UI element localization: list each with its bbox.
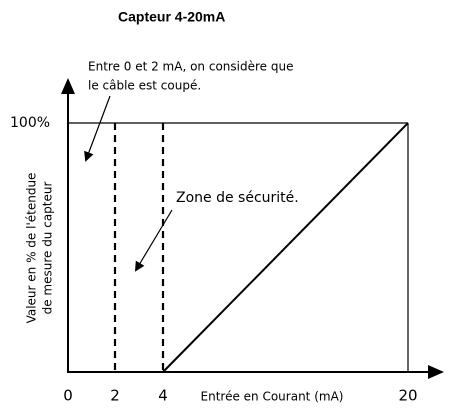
y-axis-label-line: Valeur en % de l'étendue (25, 173, 39, 324)
y-axis-label-line: de mesure du capteur (41, 182, 55, 315)
x-axis-label: Entrée en Courant (mA) (201, 390, 344, 404)
x-tick-label: 4 (158, 387, 168, 405)
title: Capteur 4-20mA (118, 9, 225, 25)
response-line (162, 122, 409, 373)
y-axis-label: Valeur en % de l'étendue de mesure du ca… (25, 173, 55, 324)
pointer-arrow (84, 95, 111, 162)
x-tick-label: 2 (110, 387, 120, 405)
pointer-arrow (134, 209, 173, 272)
annotation: Entre 0 et 2 mA, on considère que (88, 60, 293, 74)
x-tick-label: 20 (398, 387, 417, 405)
annotation: le câble est coupé. (88, 79, 201, 93)
annotation: Zone de sécurité. (176, 190, 299, 206)
y-tick-label: 100% (10, 115, 50, 131)
x-tick-label: 0 (63, 387, 73, 405)
